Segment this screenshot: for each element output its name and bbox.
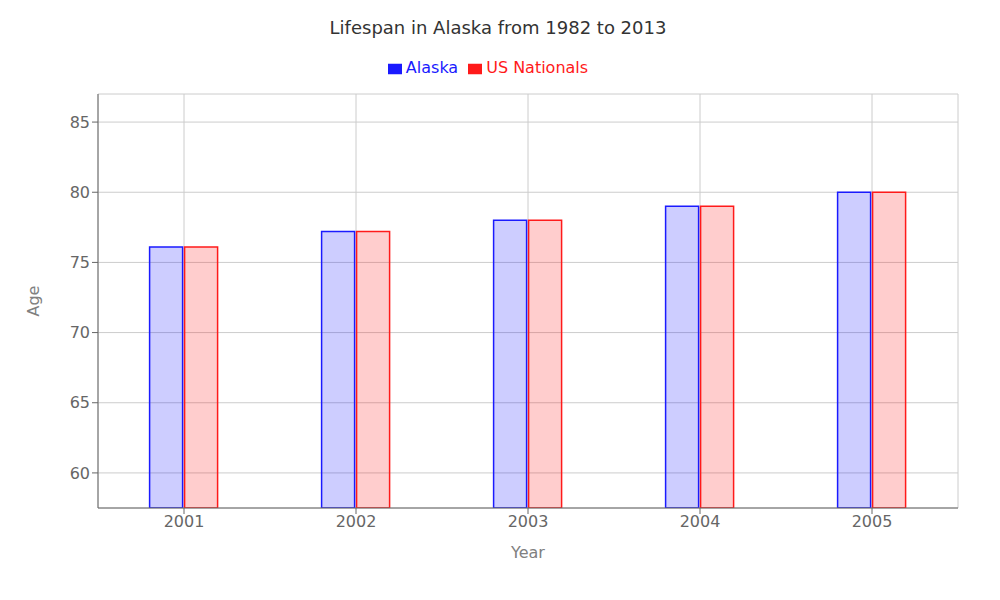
svg-text:Year: Year <box>510 543 545 562</box>
html-text:US Nationals: US Nationals <box>486 58 589 77</box>
svg-text:2003: 2003 <box>508 512 549 531</box>
svg-text:60: 60 <box>70 464 90 483</box>
svg-text:2004: 2004 <box>680 512 721 531</box>
html-text:Alaska: Alaska <box>405 58 459 77</box>
svg-text:65: 65 <box>70 393 90 412</box>
svg-text:2002: 2002 <box>336 512 377 531</box>
html-text:Lifespan in Alaska from 1982 t: Lifespan in Alaska from 1982 to 2013 <box>329 17 667 38</box>
svg-text:Age: Age <box>24 286 43 317</box>
svg-text:2005: 2005 <box>852 512 893 531</box>
svg-text:85: 85 <box>70 113 90 132</box>
svg-text:70: 70 <box>70 323 90 342</box>
svg-text:80: 80 <box>70 183 90 202</box>
svg-text:2001: 2001 <box>164 512 205 531</box>
svg-text:75: 75 <box>70 253 90 272</box>
